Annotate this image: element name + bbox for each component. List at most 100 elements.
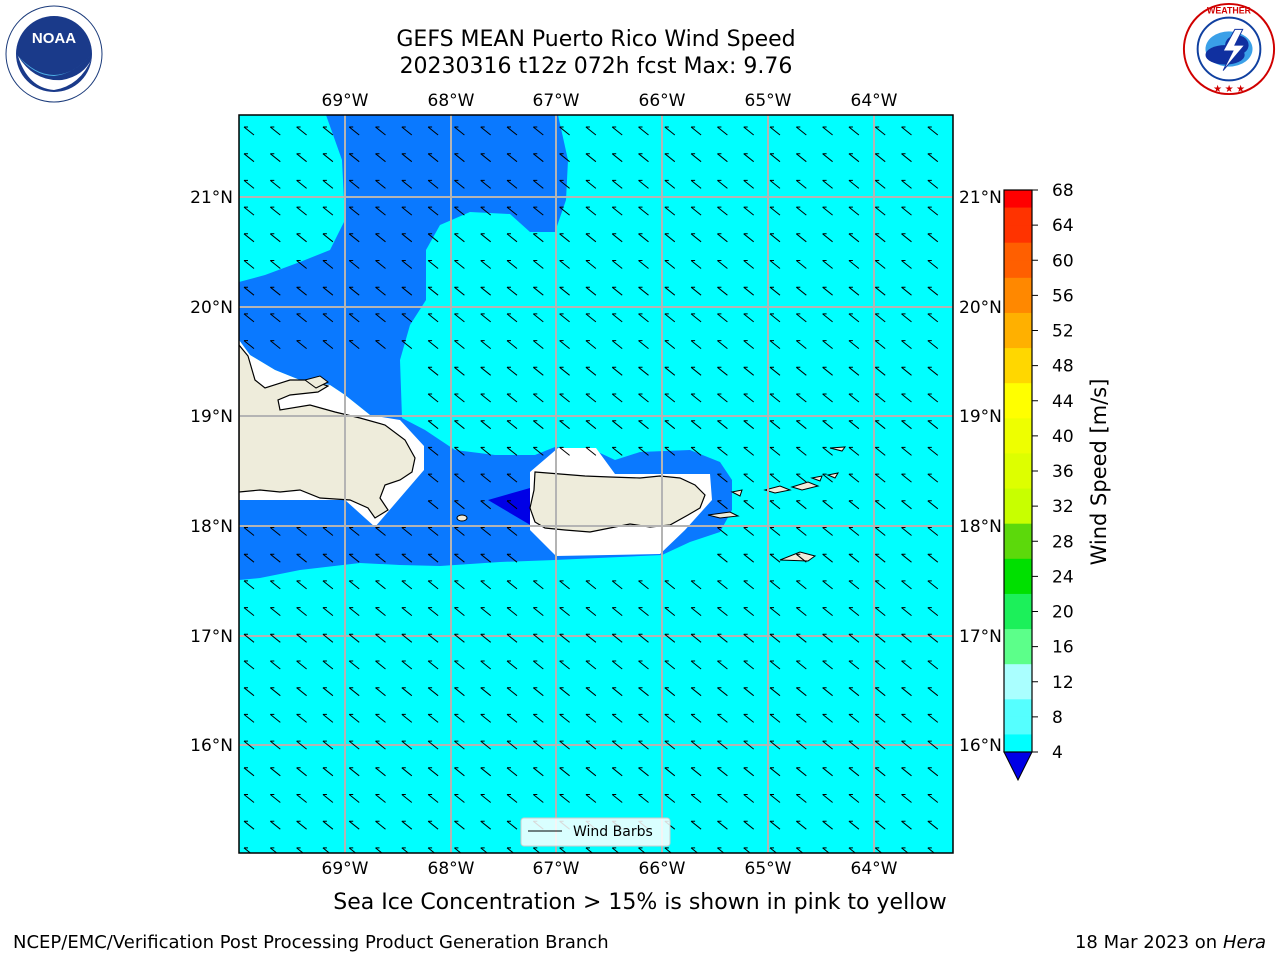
wind-barb xyxy=(559,420,570,430)
colorbar-tick-label: 56 xyxy=(1052,286,1074,306)
wind-barb xyxy=(269,580,281,590)
wind-barb xyxy=(769,260,781,269)
wind-barb xyxy=(795,393,807,403)
wind-barb xyxy=(664,740,676,750)
colorbar-swatch xyxy=(1004,260,1032,279)
wind-barb xyxy=(848,847,857,853)
wind-barb xyxy=(717,126,728,136)
wind-barb xyxy=(348,126,360,136)
wind-barb xyxy=(611,580,623,590)
wind-barb xyxy=(743,500,755,510)
wind-barb xyxy=(296,206,307,216)
wind-barb xyxy=(585,153,597,163)
wind-barb xyxy=(585,340,597,349)
wind-barb xyxy=(822,446,833,456)
colorbar-swatch xyxy=(1004,453,1032,472)
lat-label-left: 19°N xyxy=(190,407,233,427)
wind-barb xyxy=(611,340,623,349)
wind-barb xyxy=(690,153,702,163)
wind-barb xyxy=(506,286,518,296)
wind-barb xyxy=(901,660,912,670)
wind-barb xyxy=(480,473,492,483)
wind-barb xyxy=(348,633,360,643)
wind-barb xyxy=(243,153,255,163)
wind-barb xyxy=(454,607,465,616)
wind-barb xyxy=(532,366,544,376)
wind-barb xyxy=(480,607,492,616)
wind-barb xyxy=(927,553,939,563)
wind-barb xyxy=(822,527,833,536)
lat-label-right: 20°N xyxy=(959,298,1002,318)
wind-barb xyxy=(269,206,281,216)
wind-barb xyxy=(427,553,439,563)
wind-barb xyxy=(822,633,833,643)
wind-barb xyxy=(611,420,623,430)
wind-barb xyxy=(638,580,649,590)
wind-barb xyxy=(769,794,781,803)
wind-barb xyxy=(480,767,492,777)
wind-barb xyxy=(901,126,912,136)
wind-barb xyxy=(427,713,439,723)
wind-barb xyxy=(743,179,755,189)
wind-barb xyxy=(454,660,465,670)
colorbar-swatch xyxy=(1004,418,1032,437)
wind-barb xyxy=(243,767,255,777)
wind-barb xyxy=(874,126,886,136)
colorbar-tick-label: 60 xyxy=(1052,251,1074,271)
wind-barb xyxy=(348,260,360,269)
wind-barb xyxy=(322,713,334,723)
lat-label-left: 20°N xyxy=(190,298,233,318)
wind-barb xyxy=(874,820,886,830)
wind-barb xyxy=(822,607,833,616)
wind-barb xyxy=(664,794,676,803)
wind-barb xyxy=(506,633,518,643)
wind-barb xyxy=(348,660,360,670)
wind-barb xyxy=(454,366,465,376)
colorbar-tick-label: 64 xyxy=(1052,216,1074,236)
wind-barb xyxy=(874,340,886,349)
wind-barb xyxy=(717,580,728,590)
wind-barb xyxy=(375,580,386,590)
wind-barb xyxy=(348,340,360,349)
wind-barb xyxy=(269,633,281,643)
wind-barb xyxy=(795,446,807,456)
lat-label-right: 17°N xyxy=(959,627,1002,647)
wind-barb xyxy=(638,446,649,456)
colorbar-tick-label: 28 xyxy=(1052,532,1074,552)
wind-barb xyxy=(743,126,755,136)
wind-barb xyxy=(690,126,702,136)
wind-barb xyxy=(296,580,307,590)
colorbar-tick-label: 68 xyxy=(1052,181,1074,201)
wind-barb xyxy=(717,286,728,296)
wind-barb xyxy=(638,687,649,697)
wind-barb xyxy=(822,366,833,376)
wind-barb xyxy=(638,660,649,670)
wind-barb xyxy=(401,820,413,830)
latitude-labels-left: 21°N 20°N 19°N 18°N 17°N 16°N xyxy=(190,188,233,756)
wind-barb xyxy=(480,179,492,189)
lat-label-left: 18°N xyxy=(190,517,233,537)
wind-barb xyxy=(664,660,676,670)
wind-barb xyxy=(769,420,781,430)
wind-barb xyxy=(769,393,781,403)
wind-barb xyxy=(664,286,676,296)
wind-barb xyxy=(296,607,307,616)
wind-barb xyxy=(480,713,492,723)
wind-barb xyxy=(532,767,544,777)
wind-barb xyxy=(375,126,386,136)
wind-barb xyxy=(795,580,807,590)
wind-barb xyxy=(243,206,255,216)
wind-barb xyxy=(532,126,544,136)
wind-barb xyxy=(375,633,386,643)
wind-barb xyxy=(717,767,728,777)
wind-barb xyxy=(743,633,755,643)
wind-barb xyxy=(848,553,860,563)
wind-barb xyxy=(690,767,702,777)
lat-label-left: 16°N xyxy=(190,736,233,756)
wind-barb xyxy=(559,713,570,723)
colorbar xyxy=(1003,189,1033,782)
wind-barb xyxy=(401,767,413,777)
wind-barb xyxy=(927,473,939,483)
wind-barb xyxy=(375,179,386,189)
colorbar-swatch xyxy=(1004,435,1032,455)
